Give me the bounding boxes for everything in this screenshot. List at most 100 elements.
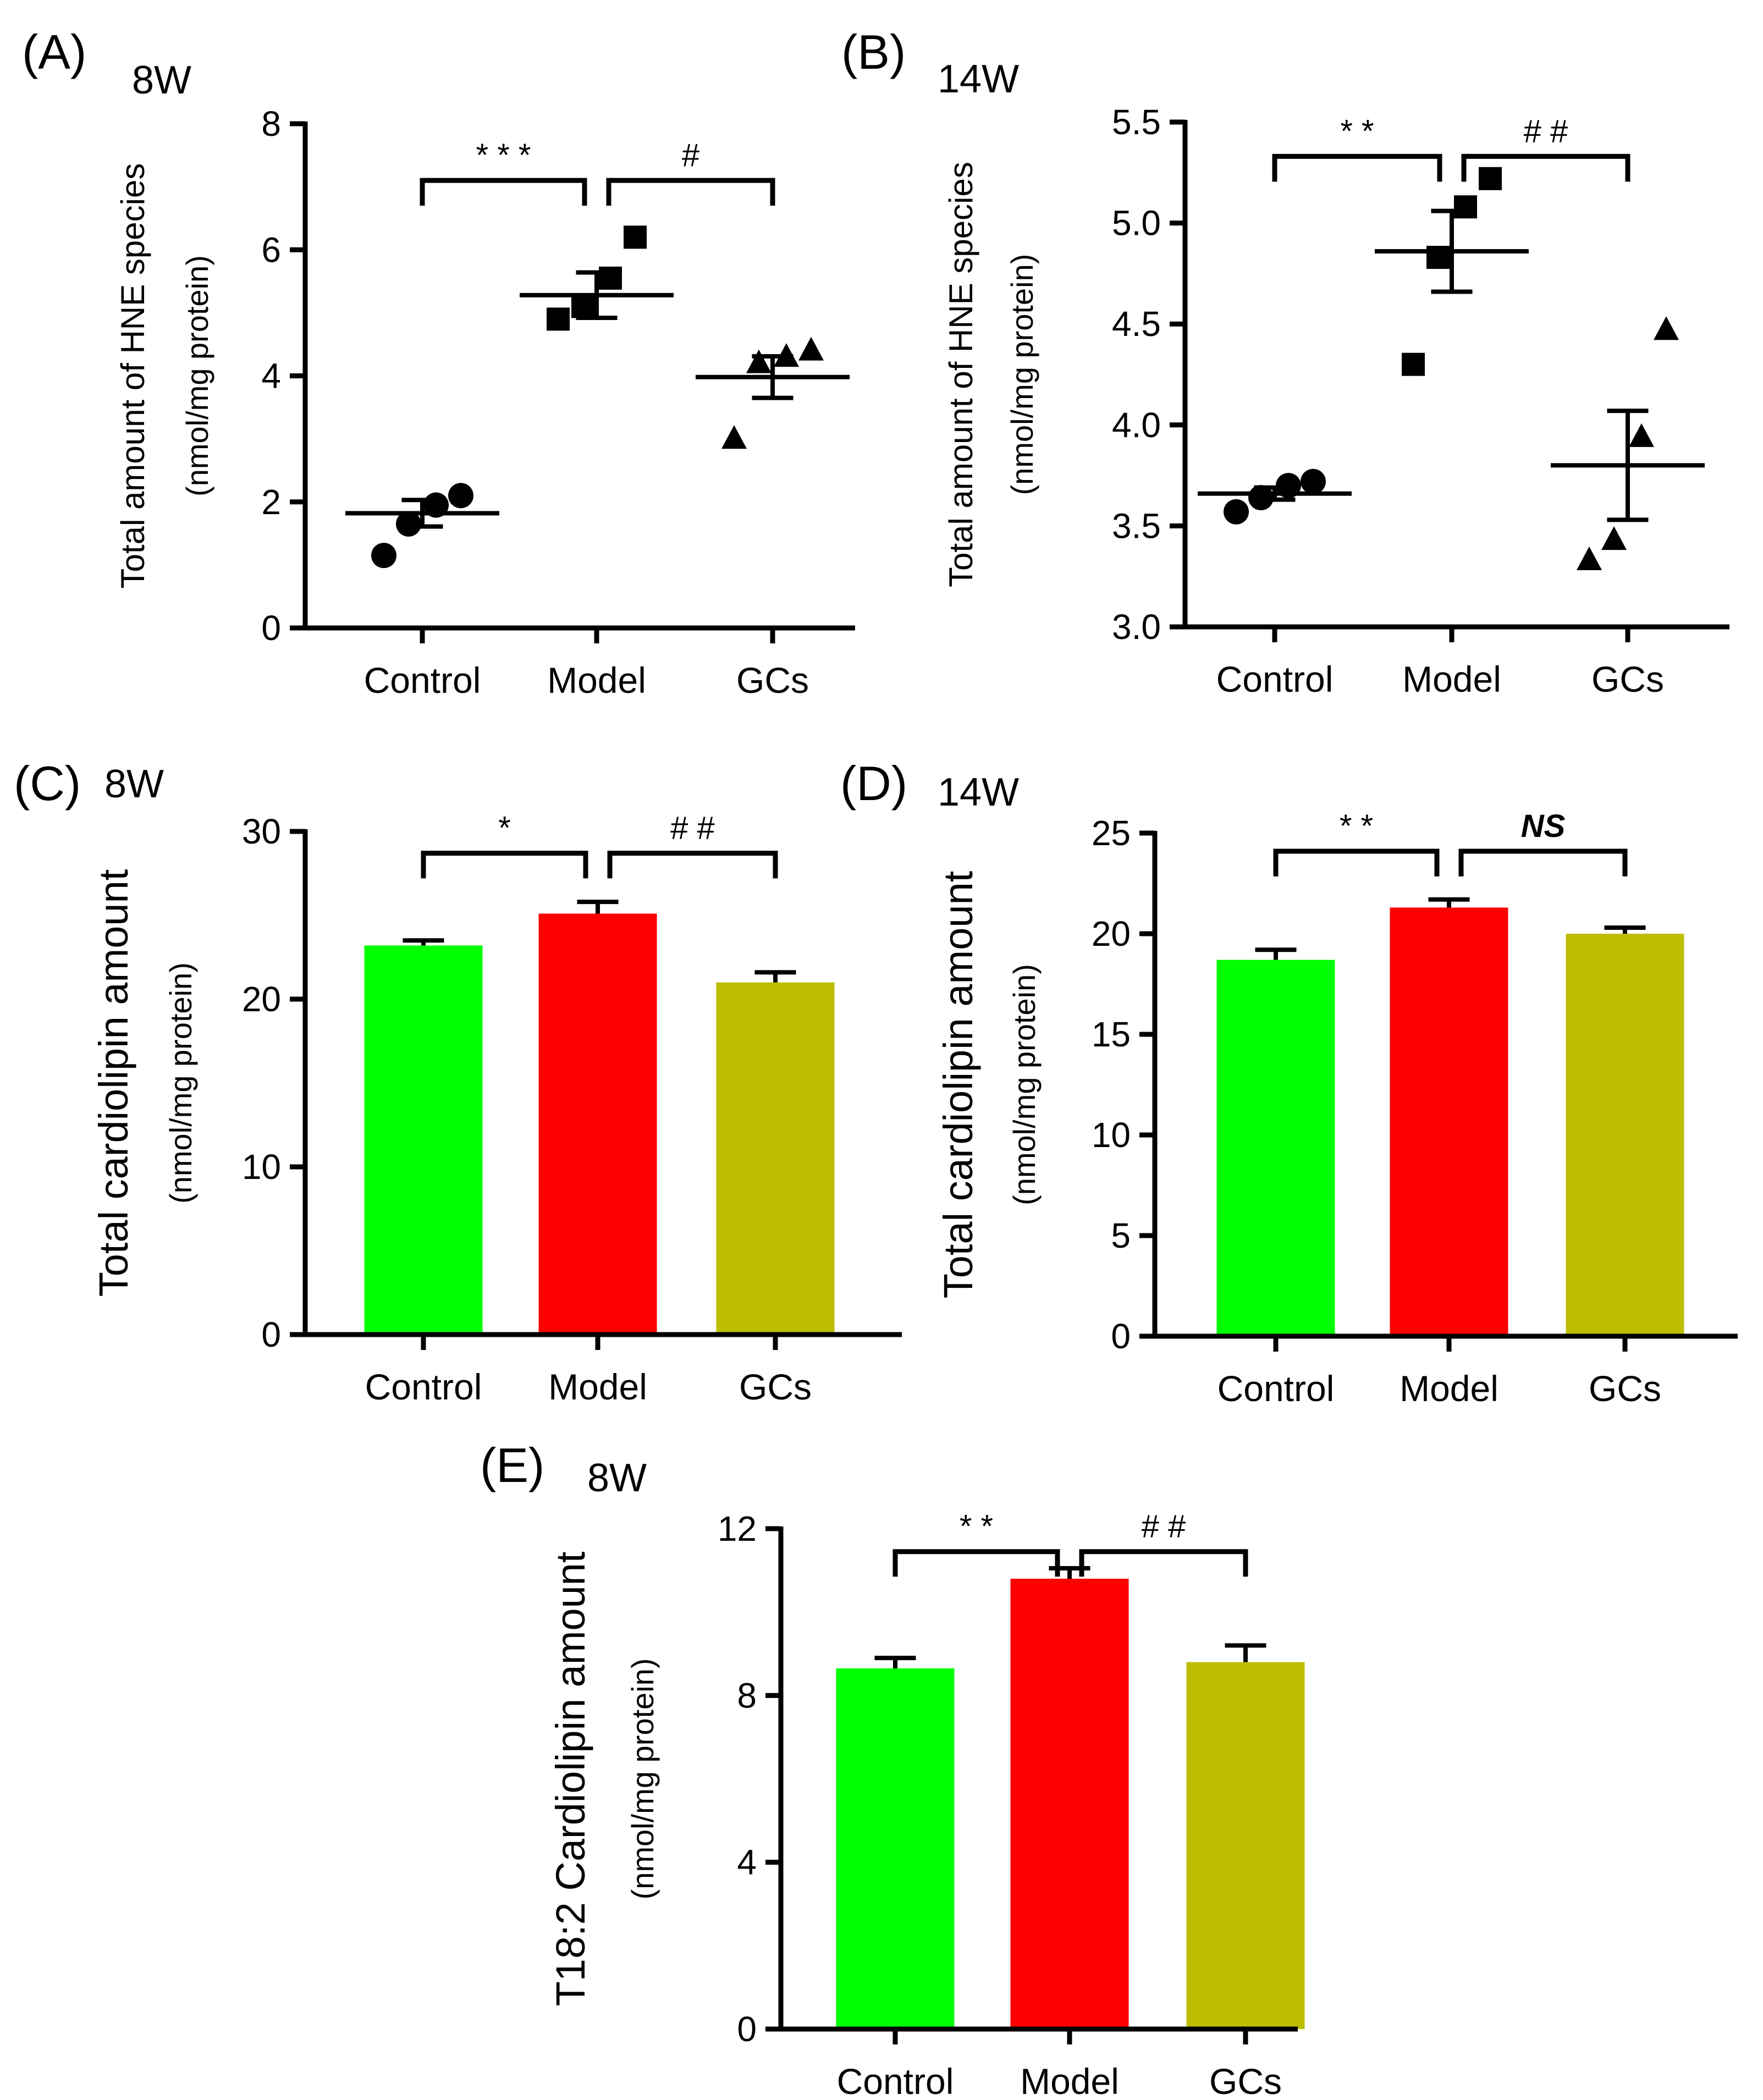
y-tick-label-c-2: 20 (242, 979, 281, 1019)
x-tick-label-b-gcs: GCs (1591, 659, 1664, 699)
panel-subtitle-e: 8W (587, 1456, 647, 1500)
panel-c: (C) 8W Total cardiolipin amount (nmol/mg pr… (14, 756, 902, 1407)
sig-bracket-b-0 (1272, 153, 1442, 182)
point-a-model-3 (624, 225, 647, 249)
x-tick-label-a-model: Model (547, 660, 646, 701)
panel-subtitle-a: 8W (132, 58, 191, 102)
point-a-control-1 (396, 511, 421, 537)
x-tick-label-c-gcs: GCs (739, 1366, 812, 1407)
point-b-gcs-1 (1601, 526, 1627, 550)
bar-d-gcs (1566, 934, 1684, 1336)
x-tick-label-e-control: Control (837, 2061, 954, 2100)
sig-bracket-c-1 (607, 851, 778, 879)
sig-label-b-0: * * (1340, 113, 1374, 149)
point-a-gcs-3 (798, 337, 824, 361)
y-axis-title-d: Total cardiolipin amount (935, 870, 981, 1298)
x-tick-label-c-control: Control (365, 1366, 482, 1407)
y-axis-unit-a: (nmol/mg protein) (180, 255, 214, 497)
y-tick-label-d-1: 5 (1111, 1216, 1131, 1255)
y-axis-unit-c: (nmol/mg protein) (163, 962, 198, 1204)
x-tick-label-d-control: Control (1217, 1368, 1335, 1409)
y-tick-label-b-1: 3.5 (1112, 506, 1161, 545)
y-tick-label-e-2: 8 (737, 1675, 757, 1715)
y-tick-label-d-3: 15 (1092, 1015, 1131, 1054)
panel-d: (D) 14W Total cardiolipin amount (nmol/mg p… (840, 756, 1738, 1409)
sig-bracket-b-1 (1461, 153, 1630, 182)
y-axis-title-e: T18:2 Cardiolipin amount (548, 1551, 593, 2006)
y-tick-label-a-0: 0 (261, 608, 281, 648)
panel-subtitle-c: 8W (104, 762, 164, 806)
sig-label-e-1: # # (1142, 1509, 1186, 1545)
sig-label-a-1: # (682, 137, 699, 173)
bar-d-control (1216, 960, 1335, 1336)
y-axis-title-b: Total amount of HNE species (943, 162, 979, 587)
sig-bracket-e-0 (892, 1549, 1060, 1577)
panel-label-a: (A) (22, 25, 86, 79)
bar-c-model (538, 913, 657, 1335)
y-axis-unit-d: (nmol/mg protein) (1007, 964, 1042, 1205)
y-tick-label-a-4: 8 (261, 104, 281, 144)
x-tick-label-e-model: Model (1020, 2061, 1119, 2100)
bar-e-control (836, 1668, 955, 2029)
panel-a: (A) 8W Total amount of HNE species (nmol/mg… (22, 25, 855, 701)
y-tick-label-d-0: 0 (1111, 1316, 1131, 1356)
x-tick-label-d-gcs: GCs (1589, 1368, 1661, 1409)
sig-label-b-1: # # (1524, 113, 1568, 149)
sig-label-d-1: NS (1521, 808, 1566, 844)
bar-c-control (364, 945, 483, 1335)
panel-label-d: (D) (840, 756, 907, 811)
y-axis-title-c: Total cardiolipin amount (91, 869, 136, 1297)
panel-subtitle-b: 14W (938, 57, 1019, 101)
point-b-control-3 (1301, 468, 1326, 494)
sig-bracket-e-1 (1079, 1549, 1248, 1577)
y-axis-unit-e: (nmol/mg protein) (625, 1658, 660, 1900)
y-tick-label-b-5: 5.5 (1112, 102, 1161, 142)
panel-b: (B) 14W Total amount of HNE species (nmol/m… (841, 25, 1729, 699)
sig-label-c-1: # # (670, 811, 715, 846)
panel-e: (E) 8W T18:2 Cardiolipin amount (nmol/mg pr… (480, 1438, 1305, 2100)
bar-e-gcs (1186, 1662, 1305, 2029)
sig-bracket-a-0 (420, 178, 587, 206)
x-tick-label-a-gcs: GCs (736, 660, 809, 701)
y-tick-label-a-1: 2 (261, 482, 281, 522)
bar-d-model (1390, 907, 1508, 1336)
panel-label-c: (C) (14, 756, 81, 811)
point-b-model-0 (1402, 352, 1425, 376)
y-tick-label-b-0: 3.0 (1112, 607, 1161, 647)
sig-label-a-0: * * * (476, 137, 531, 173)
y-axis-unit-b: (nmol/mg protein) (1005, 254, 1039, 495)
y-tick-label-b-4: 5.0 (1112, 203, 1161, 243)
sig-bracket-d-1 (1458, 848, 1628, 877)
y-tick-label-d-2: 10 (1092, 1115, 1131, 1155)
y-tick-label-d-4: 20 (1092, 914, 1131, 953)
panel-label-e: (E) (480, 1438, 544, 1492)
point-a-control-3 (448, 483, 473, 509)
y-tick-label-a-2: 4 (261, 356, 281, 396)
panel-label-b: (B) (841, 25, 906, 79)
x-tick-label-a-control: Control (364, 660, 481, 701)
point-a-gcs-0 (721, 425, 747, 449)
point-b-model-3 (1479, 167, 1502, 190)
point-b-gcs-0 (1577, 546, 1602, 570)
sig-bracket-c-0 (421, 851, 588, 879)
y-tick-label-a-3: 6 (261, 230, 281, 269)
sig-bracket-d-0 (1273, 848, 1440, 877)
panel-subtitle-d: 14W (938, 770, 1019, 814)
y-tick-label-b-3: 4.5 (1112, 304, 1161, 344)
bar-e-model (1010, 1579, 1129, 2029)
point-a-gcs-1 (746, 349, 772, 373)
y-tick-label-e-0: 0 (737, 2009, 757, 2049)
y-tick-label-b-2: 4.0 (1112, 405, 1161, 445)
x-tick-label-b-control: Control (1216, 659, 1334, 699)
y-tick-label-c-3: 30 (242, 812, 281, 851)
point-b-model-2 (1454, 195, 1477, 219)
y-tick-label-c-1: 10 (242, 1147, 281, 1187)
point-b-gcs-2 (1629, 423, 1654, 447)
y-tick-label-c-0: 0 (261, 1315, 281, 1354)
point-a-control-0 (371, 543, 396, 569)
x-tick-label-b-model: Model (1402, 659, 1501, 699)
point-a-model-1 (571, 295, 594, 318)
y-axis-title-a: Total amount of HNE species (114, 163, 151, 589)
sig-bracket-a-1 (606, 178, 775, 206)
